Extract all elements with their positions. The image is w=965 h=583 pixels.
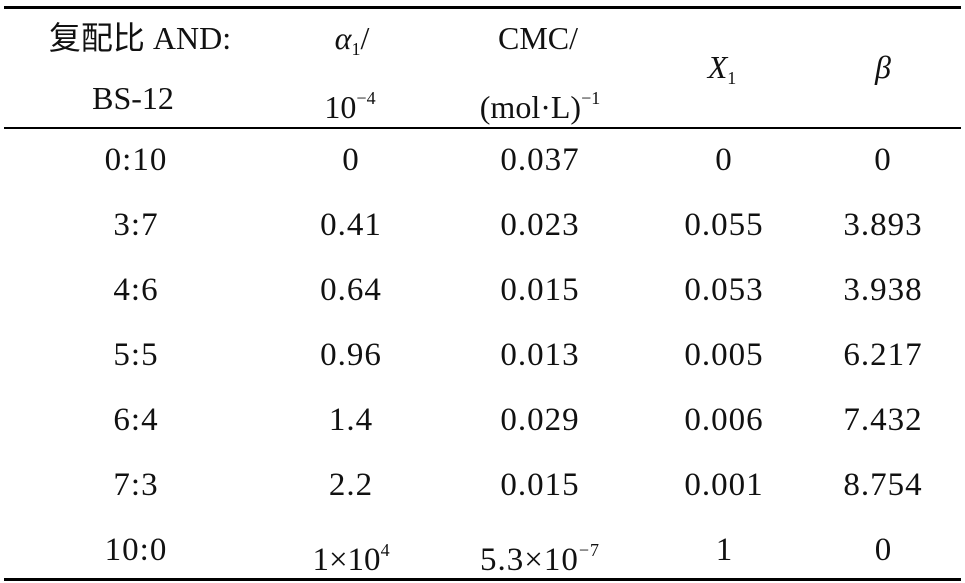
cell-x1: 0.055 bbox=[684, 207, 764, 243]
alpha-symbol: α bbox=[334, 20, 352, 56]
cell-x1: 0.005 bbox=[684, 337, 764, 373]
cell-cmc: 0.015 bbox=[500, 467, 580, 503]
header-alpha-line1: α1/ bbox=[335, 18, 370, 69]
alpha-slash: / bbox=[360, 20, 370, 56]
header-ratio-line2: BS-12 bbox=[92, 80, 174, 116]
cell-x1: 0.006 bbox=[684, 402, 764, 438]
cell-x1: 0.053 bbox=[684, 272, 764, 308]
cell-beta: 6.217 bbox=[843, 337, 923, 373]
cell-cmc: 5.3×10−7 bbox=[480, 530, 600, 580]
cell-ratio: 3:7 bbox=[113, 207, 159, 243]
alpha-value-base: 1×10 bbox=[312, 542, 381, 578]
cell-beta: 3.893 bbox=[843, 207, 923, 243]
cell-alpha: 0.41 bbox=[320, 207, 382, 243]
alpha-value-exp: 4 bbox=[380, 540, 390, 560]
cell-cmc: 0.029 bbox=[500, 402, 580, 438]
cell-alpha: 1×104 bbox=[312, 530, 389, 580]
header-beta: β bbox=[875, 49, 891, 85]
cmc-value-exp: −7 bbox=[578, 540, 601, 560]
cell-x1: 1 bbox=[715, 532, 733, 568]
cell-cmc: 0.037 bbox=[500, 142, 580, 178]
cmc-unit: (mol·L) bbox=[479, 89, 582, 125]
cell-ratio: 6:4 bbox=[113, 402, 159, 438]
cell-alpha: 0.96 bbox=[320, 337, 382, 373]
cell-alpha: 0.64 bbox=[320, 272, 382, 308]
header-cmc-line2: (mol·L)−1 bbox=[480, 78, 600, 127]
table-top-rule bbox=[4, 6, 961, 9]
cell-beta: 7.432 bbox=[843, 402, 923, 438]
header-x1: X1 bbox=[708, 47, 737, 98]
alpha-subscript: 1 bbox=[351, 39, 361, 59]
cell-alpha: 1.4 bbox=[328, 402, 374, 438]
cell-x1: 0.001 bbox=[684, 467, 764, 503]
x-symbol: X bbox=[707, 49, 728, 85]
cell-cmc: 0.023 bbox=[500, 207, 580, 243]
cell-x1: 0 bbox=[715, 142, 733, 178]
alpha-unit-base: 10 bbox=[324, 89, 357, 125]
cell-cmc: 0.015 bbox=[500, 272, 580, 308]
header-cmc-line1: CMC/ bbox=[497, 20, 579, 56]
cell-cmc: 0.013 bbox=[500, 337, 580, 373]
header-ratio-line1: 复配比 AND: bbox=[48, 20, 232, 56]
cmc-unit-exp: −1 bbox=[581, 88, 601, 108]
cell-beta: 8.754 bbox=[843, 467, 923, 503]
table-bottom-rule bbox=[4, 578, 961, 581]
cell-alpha: 0 bbox=[342, 142, 360, 178]
cell-beta: 3.938 bbox=[843, 272, 923, 308]
alpha-unit-exp: −4 bbox=[356, 88, 376, 108]
cell-beta: 0 bbox=[874, 142, 892, 178]
x-subscript: 1 bbox=[727, 68, 737, 88]
cell-ratio: 5:5 bbox=[113, 337, 159, 373]
header-alpha-line2: 10−4 bbox=[324, 78, 375, 127]
cell-beta: 0 bbox=[874, 532, 892, 568]
cell-alpha: 2.2 bbox=[328, 467, 374, 503]
cell-ratio: 0:10 bbox=[104, 142, 168, 178]
table-header-rule bbox=[4, 127, 961, 129]
cell-ratio: 7:3 bbox=[113, 467, 159, 503]
cell-ratio: 4:6 bbox=[113, 272, 159, 308]
cmc-value-base: 5.3×10 bbox=[479, 542, 579, 578]
cell-ratio: 10:0 bbox=[104, 532, 168, 568]
